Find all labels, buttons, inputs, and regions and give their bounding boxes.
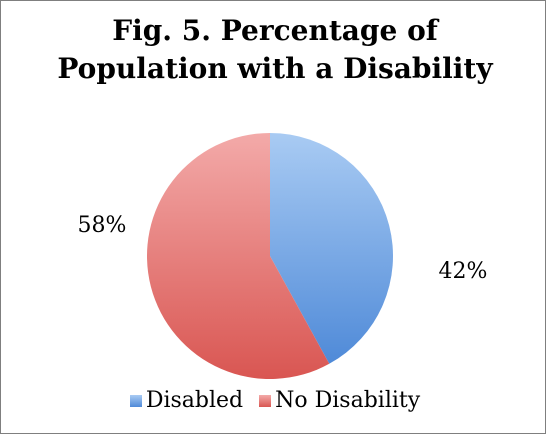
legend-item-no-disability: No Disability: [259, 388, 420, 413]
legend-label-no-disability: No Disability: [275, 388, 421, 413]
pie-slice-no-disability: [147, 133, 330, 380]
legend-swatch-no-disability: [259, 394, 272, 407]
slice-label-no-disability: 58%: [78, 213, 127, 238]
chart-title-line-1: Fig. 5. Percentage of: [112, 14, 438, 47]
legend-label-disabled: Disabled: [145, 388, 244, 413]
chart-title-line-2: Population with a Disability: [57, 52, 493, 85]
legend: Disabled No Disability: [0, 388, 550, 413]
legend-swatch-disabled: [129, 394, 142, 407]
legend-item-disabled: Disabled: [129, 388, 244, 413]
chart-title: Fig. 5. Percentage of Population with a …: [0, 12, 550, 88]
pie-slices: [147, 133, 393, 380]
slice-label-disabled: 42%: [439, 259, 488, 284]
pie-slice-disabled: [270, 133, 393, 364]
